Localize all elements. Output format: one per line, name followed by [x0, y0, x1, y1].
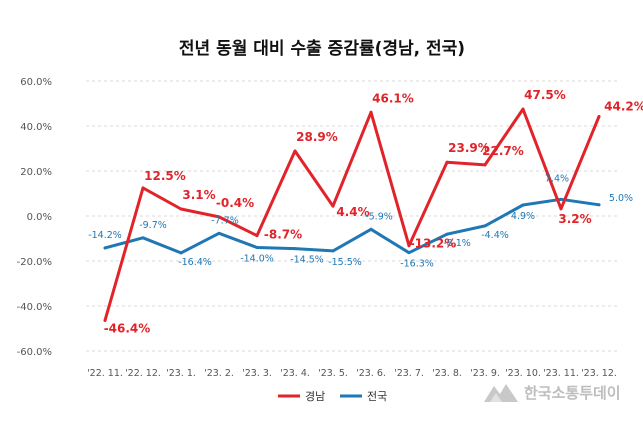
data-label-gyeongnam: 44.2% [604, 100, 643, 114]
y-axis-ticks: 60.0% 40.0% 20.0% 0.0% -20.0% -40.0% -60.0% [17, 77, 52, 358]
data-point-national [141, 236, 145, 240]
grid [86, 80, 618, 352]
data-label-national: -14.0% [240, 254, 274, 265]
data-point-national [331, 249, 335, 253]
data-point-national [255, 246, 259, 249]
data-label-national: 4.9% [511, 211, 535, 222]
x-tick-label: '23. 10. [505, 368, 541, 379]
data-point-national [597, 203, 601, 207]
data-point-national [217, 231, 221, 235]
data-point-gyeongnam [483, 163, 487, 167]
data-label-gyeongnam: 3.2% [558, 212, 591, 226]
data-label-national: -14.2% [88, 230, 122, 241]
x-axis-ticks: '22. 11. '22. 12. '23. 1. '23. 2. '23. 3. '23… [87, 368, 617, 379]
x-tick-label: '23. 1. [166, 368, 196, 379]
data-label-gyeongnam: 12.5% [144, 169, 186, 183]
data-label-gyeongnam: -13.2% [410, 237, 457, 251]
data-point-national [483, 224, 487, 228]
data-point-gyeongnam [559, 207, 563, 211]
y-tick-label: 20.0% [20, 167, 52, 178]
x-tick-label: '23. 2. [204, 368, 234, 379]
x-tick-label: '23. 4. [280, 368, 310, 379]
data-label-gyeongnam: 47.5% [524, 88, 566, 102]
data-point-gyeongnam [521, 107, 525, 111]
data-point-gyeongnam [179, 207, 183, 211]
data-point-gyeongnam [103, 318, 107, 322]
data-point-gyeongnam [445, 160, 449, 164]
chart-title: 전년 동월 대비 수출 증감률(경남, 전국) [179, 39, 465, 59]
data-label-gyeongnam: 28.9% [296, 130, 338, 144]
data-label-gyeongnam: -8.7% [264, 228, 302, 242]
data-label-gyeongnam: 22.7% [482, 144, 524, 158]
x-tick-label: '23. 8. [432, 368, 462, 379]
data-label-national: -16.4% [178, 257, 212, 268]
legend-label-gyeongnam: 경남 [305, 390, 325, 403]
y-tick-label: -40.0% [17, 302, 52, 313]
data-point-gyeongnam [293, 149, 297, 153]
data-point-gyeongnam [217, 215, 221, 219]
data-label-national: -9.7% [139, 220, 167, 231]
data-labels: -46.4% 12.5% 3.1%-0.4% -8.7% 28.9% 4.4% 46.1% -… [88, 88, 643, 335]
x-tick-label: '22. 11. [87, 368, 123, 379]
data-label-gyeongnam: -46.4% [104, 321, 151, 335]
data-point-gyeongnam [141, 186, 145, 190]
data-label-national: 7.4% [545, 173, 569, 184]
data-label-national: -14.5% [290, 255, 324, 266]
x-tick-label: '23. 3. [242, 368, 272, 379]
data-point-national [369, 227, 373, 231]
data-point-national [103, 246, 107, 250]
series-line-gyeongnam [103, 107, 601, 322]
mountain-logo-icon [484, 384, 518, 402]
data-point-gyeongnam [597, 115, 601, 119]
x-tick-label: '23. 11. [543, 368, 579, 379]
series-line-national [103, 197, 601, 255]
y-tick-label: -60.0% [17, 347, 52, 358]
data-label-national: 5.0% [609, 193, 633, 204]
y-tick-label: 0.0% [27, 212, 52, 223]
x-tick-label: '22. 12. [125, 368, 161, 379]
y-tick-label: 40.0% [20, 122, 52, 133]
watermark-text: 한국소통투데이 [524, 384, 621, 402]
x-tick-label: '23. 6. [356, 368, 386, 379]
data-label-gyeongnam: 4.4% [336, 205, 369, 219]
data-point-national [293, 247, 297, 251]
data-label-national: -15.5% [328, 257, 362, 268]
legend: 경남 전국 [278, 390, 387, 403]
watermark: 한국소통투데이 [484, 384, 621, 402]
x-tick-label: '23. 9. [470, 368, 500, 379]
data-label-gyeongnam: 46.1% [372, 91, 414, 105]
data-point-gyeongnam [331, 204, 335, 208]
series-lines [103, 107, 601, 322]
data-point-national [559, 197, 563, 201]
data-label-national: -7.7% [211, 215, 239, 226]
data-label-national: -4.4% [481, 230, 509, 241]
data-point-national [445, 232, 449, 236]
data-point-gyeongnam [407, 244, 411, 248]
data-label-national: -16.3% [400, 259, 434, 270]
y-tick-label: -20.0% [17, 257, 52, 268]
data-point-gyeongnam [255, 234, 259, 238]
data-label-national: -5.9% [365, 211, 393, 222]
data-point-national [521, 203, 525, 207]
data-label-gyeongnam: 23.9% [448, 141, 490, 155]
x-tick-label: '23. 12. [581, 368, 617, 379]
x-tick-label: '23. 5. [318, 368, 348, 379]
legend-label-national: 전국 [367, 390, 387, 403]
data-point-national [179, 251, 183, 255]
data-label-gyeongnam: 3.1% [182, 188, 215, 202]
data-label-national: -8.1% [443, 238, 471, 249]
y-tick-label: 60.0% [20, 77, 52, 88]
x-tick-label: '23. 7. [394, 368, 424, 379]
data-point-gyeongnam [369, 110, 373, 114]
data-point-national [407, 251, 411, 255]
data-label-gyeongnam: -0.4% [216, 196, 254, 210]
